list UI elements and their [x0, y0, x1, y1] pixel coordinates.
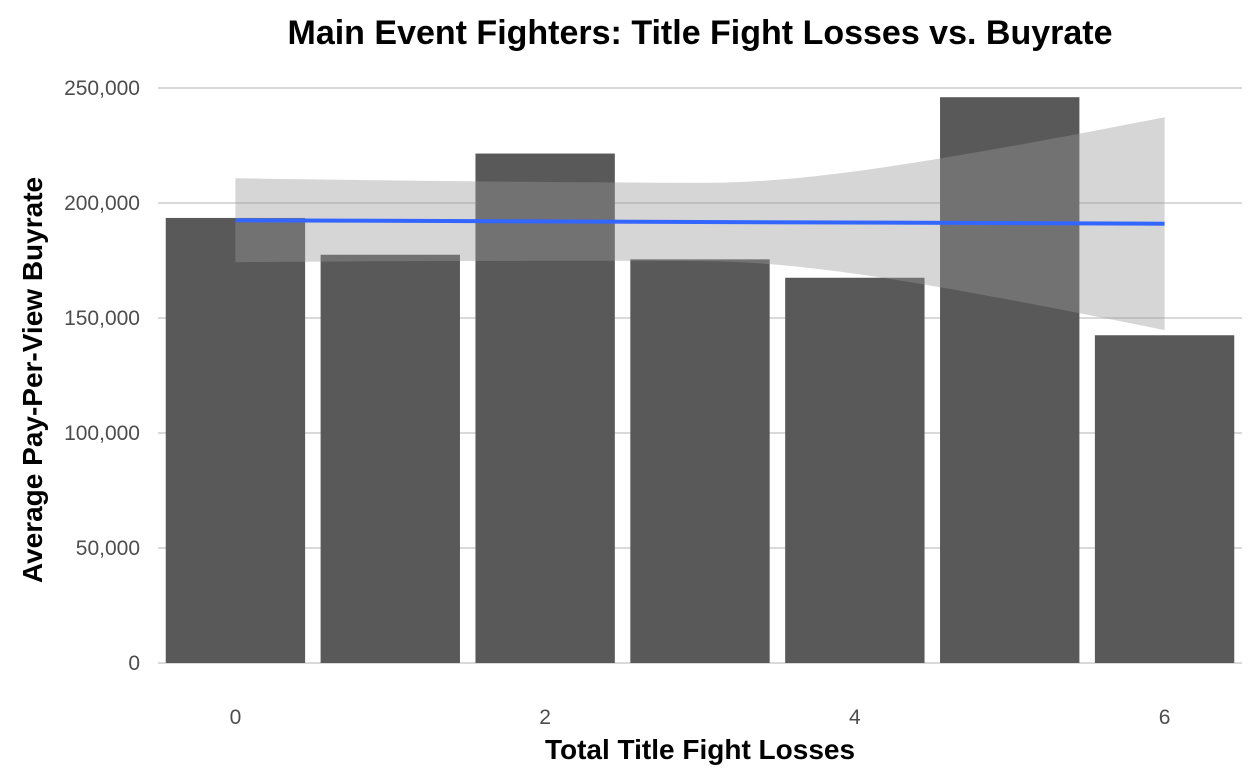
bar — [630, 259, 770, 663]
y-tick-label: 250,000 — [64, 77, 140, 100]
y-tick-label: 150,000 — [64, 307, 140, 330]
y-tick-label: 200,000 — [64, 192, 140, 215]
y-tick-label: 50,000 — [76, 537, 140, 560]
x-tick-label: 0 — [230, 706, 242, 729]
bar — [475, 153, 615, 664]
bar — [940, 97, 1080, 663]
x-tick-label: 4 — [849, 706, 861, 729]
x-axis-title: Total Title Fight Losses — [545, 734, 855, 765]
y-axis-title: Average Pay-Per-View Buyrate — [17, 177, 48, 583]
y-tick-label: 0 — [128, 652, 140, 675]
bar — [165, 217, 306, 663]
bars — [165, 97, 1235, 664]
y-tick-label: 100,000 — [64, 422, 140, 445]
bar — [785, 277, 925, 663]
chart-title: Main Event Fighters: Title Fight Losses … — [288, 14, 1113, 52]
trend-layer — [235, 218, 1165, 226]
y-axis-tick-labels: 0 50,000 100,000 150,000 200,000 250,000 — [64, 77, 140, 675]
x-axis-tick-labels: 0 2 4 6 — [230, 706, 1171, 729]
bar — [320, 254, 460, 663]
x-tick-label: 2 — [539, 706, 551, 729]
trend-line — [235, 218, 1165, 226]
x-tick-label: 6 — [1159, 706, 1171, 729]
bar — [1094, 335, 1235, 663]
